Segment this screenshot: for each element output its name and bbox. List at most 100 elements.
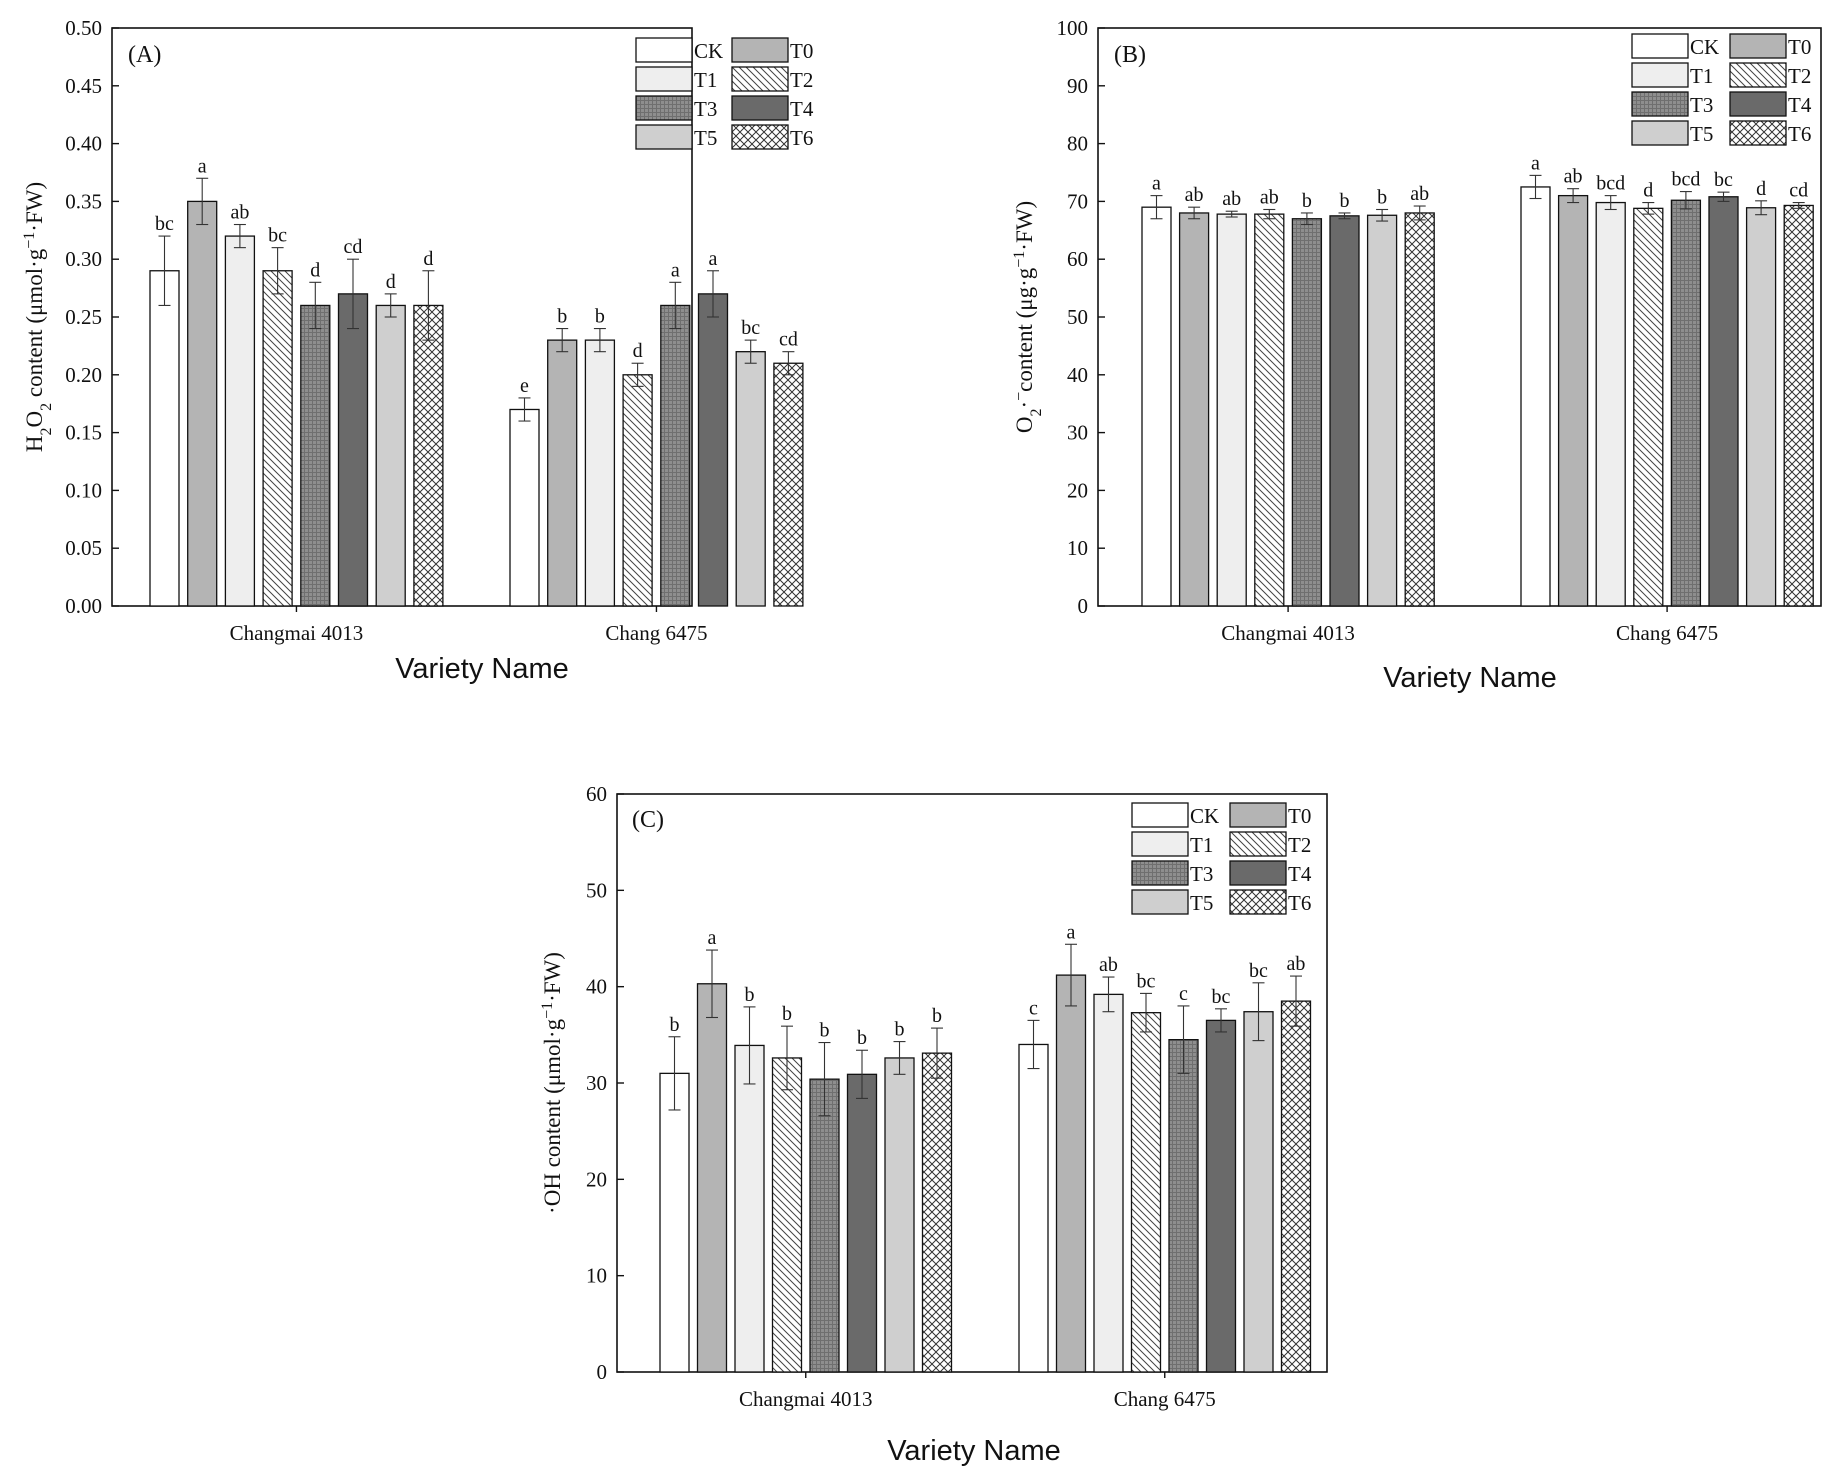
- error-bar: [556, 328, 569, 353]
- legend-label: CK: [1690, 35, 1719, 59]
- legend-swatch-ck: [1131, 802, 1189, 828]
- y-title-part: O: [22, 411, 47, 428]
- y-tick-label: 50: [586, 878, 607, 902]
- y-tick-label: 40: [1067, 363, 1088, 387]
- bar-t4: [1708, 196, 1739, 607]
- panel-label: (A): [128, 42, 161, 68]
- legend-label: T3: [1190, 862, 1213, 886]
- legend-swatch-t6: [731, 124, 789, 150]
- bar-t6: [1280, 1000, 1312, 1373]
- significance-label: a: [1067, 921, 1076, 943]
- bar-t6: [413, 304, 444, 607]
- legend-label: T5: [694, 126, 717, 150]
- svg-text:·OH content (μmol·g−1·FW): ·OH content (μmol·g−1·FW): [539, 952, 566, 1214]
- error-bar: [1792, 202, 1805, 209]
- y-title-part: O: [1012, 417, 1037, 434]
- bar-t5: [735, 351, 766, 607]
- legend-swatch-t0: [1229, 802, 1287, 828]
- significance-label: bc: [1212, 986, 1231, 1008]
- significance-label: ab: [1410, 183, 1429, 205]
- legend-label: T3: [694, 97, 717, 121]
- bar-ck: [1520, 186, 1551, 607]
- legend-swatch-t5: [635, 124, 693, 150]
- legend-label: T3: [1690, 93, 1713, 117]
- bar-t5: [1243, 1011, 1274, 1373]
- legend-swatch-t4: [1229, 860, 1287, 886]
- legend-label: T0: [1288, 804, 1311, 828]
- error-bar: [1225, 210, 1238, 218]
- y-tick-label: 0.40: [65, 132, 102, 156]
- significance-label: a: [671, 259, 680, 281]
- error-bar: [309, 281, 322, 330]
- significance-label: ab: [230, 202, 249, 224]
- significance-label: a: [708, 927, 717, 949]
- legend-swatch-t6: [1729, 120, 1787, 146]
- error-bar: [893, 1041, 906, 1075]
- bar-t4: [846, 1073, 878, 1373]
- bar-ck: [509, 408, 540, 607]
- significance-label: cd: [779, 329, 798, 351]
- error-bar: [196, 177, 209, 226]
- legend-label: T2: [1288, 833, 1311, 857]
- bar-t6: [1404, 212, 1435, 607]
- y-tick-label: 20: [586, 1167, 607, 1191]
- significance-label: cd: [1789, 180, 1808, 202]
- legend-label: T4: [1288, 862, 1312, 886]
- significance-label: bc: [741, 317, 760, 339]
- panel-label: (B): [1114, 42, 1146, 68]
- significance-label: ab: [1260, 186, 1279, 208]
- significance-label: b: [782, 1003, 792, 1025]
- error-bar: [271, 247, 284, 295]
- error-bar: [1679, 191, 1692, 210]
- legend-label: T5: [1690, 122, 1713, 146]
- bar-t0: [696, 983, 728, 1373]
- significance-label: b: [820, 1020, 830, 1042]
- significance-label: c: [1179, 983, 1188, 1005]
- y-tick-label: 0.15: [65, 421, 102, 445]
- bar-t3: [660, 304, 691, 607]
- legend-label: T4: [790, 97, 814, 121]
- significance-label: b: [895, 1019, 905, 1041]
- y-tick-label: 90: [1067, 74, 1088, 98]
- error-bar: [1338, 212, 1351, 220]
- y-tick-label: 0.05: [65, 536, 102, 560]
- legend-swatch-t3: [1631, 91, 1689, 117]
- error-bar: [1642, 202, 1655, 215]
- bar-t6: [921, 1052, 953, 1373]
- legend-swatch-t2: [1729, 62, 1787, 88]
- y-title-sub: 2: [38, 403, 55, 411]
- error-bar: [706, 949, 718, 1019]
- significance-label: bc: [1137, 970, 1156, 992]
- bar-t5: [1745, 207, 1777, 607]
- error-bar: [1188, 206, 1201, 220]
- error-bar: [1065, 943, 1077, 1007]
- bar-t1: [1595, 201, 1626, 607]
- y-tick-label: 80: [1067, 132, 1088, 156]
- bar-t0: [1178, 212, 1210, 607]
- legend: CK T0 T1 T2 T3 T4 T5 T6: [635, 37, 814, 150]
- significance-label: ab: [1185, 184, 1204, 206]
- y-axis-title: H2O2 content (μmol·g−1·FW): [21, 182, 55, 452]
- error-bar: [1529, 174, 1542, 200]
- significance-label: a: [1152, 173, 1161, 195]
- significance-label: b: [595, 306, 605, 328]
- significance-label: a: [198, 155, 207, 177]
- y-tick-label: 30: [586, 1071, 607, 1095]
- svg-text:H2O2 content (μmol·g−1·FW): H2O2 content (μmol·g−1·FW): [21, 182, 55, 452]
- error-bar: [347, 258, 359, 330]
- legend-swatch-t1: [1131, 831, 1189, 857]
- significance-label: ab: [1287, 953, 1306, 975]
- bar-ck: [659, 1072, 690, 1373]
- y-title-part: ·: [1012, 401, 1037, 409]
- bar-t2: [771, 1057, 803, 1373]
- y-title-part: ·OH content (μmol·g: [540, 1018, 565, 1214]
- legend-label: T5: [1190, 891, 1213, 915]
- y-tick-label: 0.00: [65, 594, 102, 618]
- bar-t3: [300, 304, 331, 607]
- bar-t2: [1130, 1012, 1162, 1373]
- bar-ck: [149, 270, 180, 607]
- y-tick-label: 0: [1078, 594, 1089, 618]
- error-bar: [158, 235, 171, 306]
- bar-t1: [224, 235, 256, 607]
- y-tick-label: 60: [586, 782, 607, 806]
